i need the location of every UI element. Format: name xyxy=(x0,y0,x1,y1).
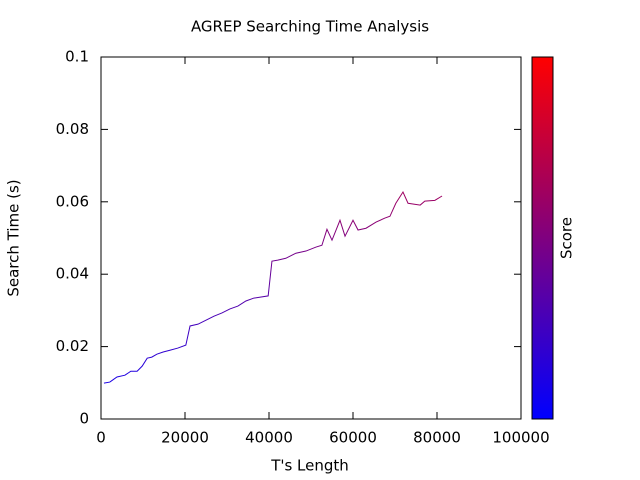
x-tick-label: 60000 xyxy=(329,429,377,447)
chart-title: AGREP Searching Time Analysis xyxy=(191,18,429,36)
colorbar-label: Score xyxy=(558,217,576,259)
y-tick-label: 0.04 xyxy=(56,265,89,283)
x-tick-label: 80000 xyxy=(413,429,461,447)
x-tick-label: 0 xyxy=(96,429,106,447)
y-tick-label: 0.06 xyxy=(56,192,89,210)
y-tick-label: 0.08 xyxy=(56,120,89,138)
data-line xyxy=(103,190,443,384)
x-axis-label: T's Length xyxy=(270,457,349,475)
y-axis-label: Search Time (s) xyxy=(5,179,23,296)
colorbar xyxy=(531,56,554,420)
x-tick-label: 100000 xyxy=(492,429,549,447)
x-tick-label: 20000 xyxy=(161,429,209,447)
plot-frame xyxy=(100,56,522,420)
y-tick-label: 0.1 xyxy=(65,48,89,66)
y-tick-label: 0.02 xyxy=(56,337,89,355)
x-tick-label: 40000 xyxy=(245,429,293,447)
y-tick-label: 0 xyxy=(79,410,89,428)
